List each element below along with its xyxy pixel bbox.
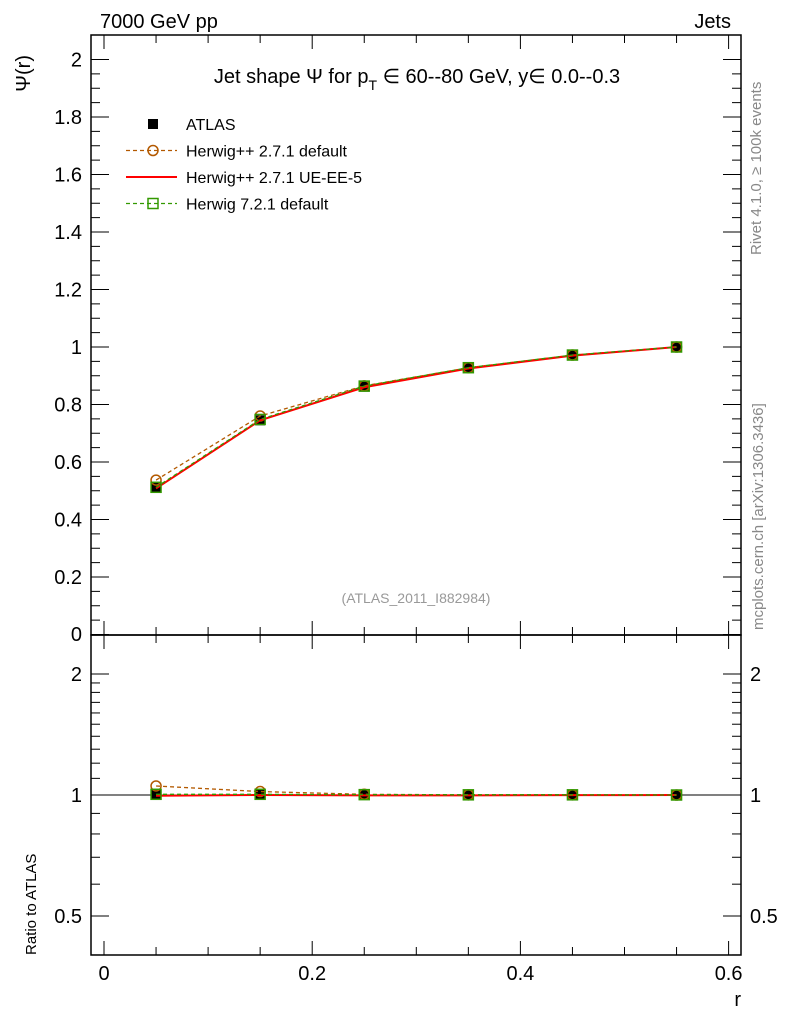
data-point-herwig-7-2-1-default [358,380,370,392]
ratio-data-point-herwig-7-2-1-default [150,788,162,801]
legend-marker-herwig-2-7-1-default [147,144,159,157]
x-tick-label: 0.6 [715,963,743,985]
mcplots-label: mcplots.cern.ch [arXiv:1306.3436] [750,403,767,630]
rivet-label: Rivet 4.1.0, ≥ 100k events [748,82,765,255]
data-point-herwig-7-2-1-default [462,361,475,374]
ratio-data-point-herwig-2-7-1-default [150,780,162,792]
x-axis-label: r [734,989,741,1011]
legend-label-atlas: ATLAS [186,117,236,134]
y-tick-label: 0.8 [54,395,82,417]
ratio-data-point-herwig-7-2-1-default [670,789,683,801]
ratio-tick-label: 1 [71,785,82,807]
ratio-tick-label: 0.5 [750,906,778,928]
x-tick-label: 0.2 [298,963,326,985]
ratio-data-point-herwig-7-2-1-default [462,789,475,801]
analysis-watermark: (ATLAS_2011_I882984) [342,590,491,606]
x-tick-label: 0 [98,963,109,985]
y-tick-label: 1.8 [54,107,82,129]
y-tick-label: 0.2 [54,567,82,589]
series-line-herwig-7-2-1-default [155,346,677,488]
series-line-herwig-2-7-1-default [155,346,677,481]
y-tick-label: 1.6 [54,165,82,187]
ratio-tick-label: 2 [750,664,761,686]
legend-marker-atlas [148,119,158,129]
header-left: 7000 GeV pp [100,11,218,33]
ratio-tick-label: 0.5 [54,906,82,928]
ratio-data-point-herwig-7-2-1-default [254,788,266,801]
ratio-y-axis-label: Ratio to ATLAS [23,854,40,955]
data-point-herwig-2-7-1-default [150,474,162,486]
data-point-herwig-7-2-1-default [670,341,683,353]
series-line-herwig-2-7-1-ue-ee-5 [155,346,677,490]
legend-marker-herwig-7-2-1-default [147,197,159,210]
ratio-series-line-herwig-7-2-1-default [156,793,677,796]
y-tick-label: 0 [71,624,82,646]
y-axis-label: Ψ(r) [13,55,35,92]
legend-label-herwig-2-7-1-ue-ee-5: Herwig++ 2.7.1 UE-EE-5 [186,170,362,187]
data-point-herwig-7-2-1-default [566,349,579,361]
ratio-series-line-herwig-2-7-1-default [156,785,677,796]
header-right: Jets [694,11,731,33]
legend-label-herwig-2-7-1-default: Herwig++ 2.7.1 default [186,144,348,161]
ratio-data-point-herwig-7-2-1-default [358,788,370,801]
chart-title: Jet shape Ψ for pT ∈ 60--80 GeV, y∈ 0.0-… [214,66,620,93]
y-tick-label: 0.4 [54,510,82,532]
y-tick-label: 1.4 [54,222,82,244]
ratio-data-point-herwig-7-2-1-default [566,789,579,801]
ratio-tick-label: 1 [750,785,761,807]
y-tick-label: 1 [71,337,82,359]
data-point-herwig-7-2-1-default [150,481,162,494]
y-tick-label: 1.2 [54,280,82,302]
data-point-herwig-7-2-1-default [254,413,266,426]
y-tick-label: 0.6 [54,452,82,474]
legend-label-herwig-7-2-1-default: Herwig 7.2.1 default [186,197,329,214]
y-tick-label: 2 [71,50,82,72]
ratio-tick-label: 2 [71,664,82,686]
x-tick-label: 0.4 [506,963,534,985]
